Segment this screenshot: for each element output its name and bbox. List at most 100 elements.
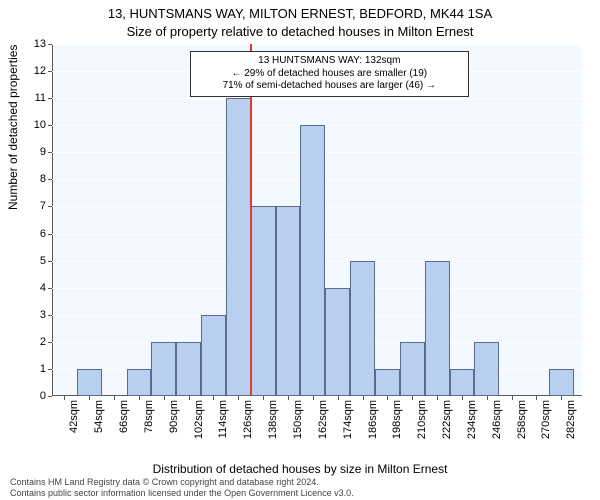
x-tick-mark [313, 396, 314, 400]
x-tick-label: 90sqm [168, 400, 180, 433]
x-tick-label: 222sqm [441, 400, 453, 439]
histogram-bar [127, 369, 152, 396]
y-tick-label: 5 [40, 255, 46, 267]
x-tick-mark [338, 396, 339, 400]
histogram-bar [77, 369, 102, 396]
x-tick-label: 102sqm [193, 400, 205, 439]
gridline [52, 44, 582, 45]
x-tick-mark [412, 396, 413, 400]
y-tick-label: 10 [34, 119, 46, 131]
x-tick-label: 42sqm [68, 400, 80, 433]
footer-line-1: Contains HM Land Registry data © Crown c… [10, 477, 354, 487]
histogram-bar [176, 342, 201, 396]
y-tick-mark [48, 98, 52, 99]
title-address: 13, HUNTSMANS WAY, MILTON ERNEST, BEDFOR… [0, 6, 600, 21]
x-tick-label: 114sqm [217, 400, 229, 438]
y-tick-label: 6 [40, 228, 46, 240]
x-tick-mark [536, 396, 537, 400]
y-tick-mark [48, 125, 52, 126]
y-tick-mark [48, 342, 52, 343]
histogram-bar [151, 342, 176, 396]
histogram-bar [474, 342, 499, 396]
x-tick-label: 150sqm [292, 400, 304, 439]
histogram-bar [201, 315, 226, 396]
y-tick-mark [48, 179, 52, 180]
x-tick-label: 198sqm [391, 400, 403, 439]
x-tick-mark [561, 396, 562, 400]
x-tick-mark [387, 396, 388, 400]
x-tick-mark [64, 396, 65, 400]
y-tick-mark [48, 315, 52, 316]
x-tick-mark [437, 396, 438, 400]
y-tick-label: 4 [40, 282, 46, 294]
histogram-bar [325, 288, 350, 396]
y-tick-label: 11 [35, 92, 46, 104]
info-box-line-2: ← 29% of detached houses are smaller (19… [197, 68, 462, 81]
y-tick-mark [48, 288, 52, 289]
histogram-bar [375, 369, 400, 396]
x-tick-label: 186sqm [367, 400, 379, 439]
y-axis-line [52, 44, 53, 396]
y-tick-mark [48, 152, 52, 153]
histogram-bar [450, 369, 475, 396]
y-axis-label: Number of detached properties [6, 45, 20, 210]
x-tick-mark [89, 396, 90, 400]
x-tick-label: 66sqm [118, 400, 130, 433]
x-tick-mark [263, 396, 264, 400]
x-tick-label: 258sqm [516, 400, 528, 439]
y-tick-mark [48, 234, 52, 235]
x-tick-label: 234sqm [466, 400, 478, 439]
title-subtitle: Size of property relative to detached ho… [0, 24, 600, 39]
y-tick-mark [48, 71, 52, 72]
x-tick-label: 78sqm [143, 400, 155, 433]
y-tick-label: 8 [40, 173, 46, 185]
x-tick-label: 138sqm [267, 400, 279, 439]
x-tick-mark [363, 396, 364, 400]
gridline [52, 98, 582, 99]
info-box: 13 HUNTSMANS WAY: 132sqm← 29% of detache… [190, 51, 469, 97]
x-tick-mark [462, 396, 463, 400]
y-tick-mark [48, 44, 52, 45]
x-tick-mark [164, 396, 165, 400]
y-tick-label: 9 [40, 146, 46, 158]
footer-attribution: Contains HM Land Registry data © Crown c… [10, 477, 354, 498]
y-tick-label: 13 [34, 38, 46, 50]
histogram-bar [425, 261, 450, 396]
x-tick-label: 246sqm [491, 400, 503, 439]
footer-line-2: Contains public sector information licen… [10, 488, 354, 498]
chart-container: 13, HUNTSMANS WAY, MILTON ERNEST, BEDFOR… [0, 0, 600, 500]
y-tick-mark [48, 369, 52, 370]
y-tick-label: 2 [40, 336, 46, 348]
x-tick-mark [288, 396, 289, 400]
x-tick-label: 126sqm [242, 400, 254, 439]
x-tick-label: 210sqm [416, 400, 428, 439]
histogram-bar [400, 342, 425, 396]
x-tick-mark [139, 396, 140, 400]
histogram-bar [276, 206, 301, 396]
histogram-bar [251, 206, 276, 396]
x-tick-mark [213, 396, 214, 400]
x-tick-label: 270sqm [540, 400, 552, 439]
info-box-line-3: 71% of semi-detached houses are larger (… [197, 80, 462, 93]
x-tick-label: 162sqm [317, 400, 329, 439]
y-tick-mark [48, 206, 52, 207]
x-tick-label: 54sqm [93, 400, 105, 433]
x-tick-mark [487, 396, 488, 400]
y-tick-label: 1 [40, 363, 46, 375]
x-axis-label: Distribution of detached houses by size … [0, 462, 600, 476]
histogram-bar [300, 125, 325, 396]
y-tick-label: 3 [40, 309, 46, 321]
reference-line [250, 44, 252, 396]
plot-area: 01234567891011121342sqm54sqm66sqm78sqm90… [52, 44, 582, 396]
y-tick-label: 12 [34, 65, 46, 77]
histogram-bar [350, 261, 375, 396]
x-tick-label: 282sqm [565, 400, 577, 439]
histogram-bar [549, 369, 574, 396]
y-tick-label: 7 [40, 200, 46, 212]
y-tick-label: 0 [40, 390, 46, 402]
x-tick-mark [238, 396, 239, 400]
x-tick-mark [189, 396, 190, 400]
x-tick-mark [512, 396, 513, 400]
x-tick-mark [114, 396, 115, 400]
info-box-line-1: 13 HUNTSMANS WAY: 132sqm [197, 55, 462, 68]
